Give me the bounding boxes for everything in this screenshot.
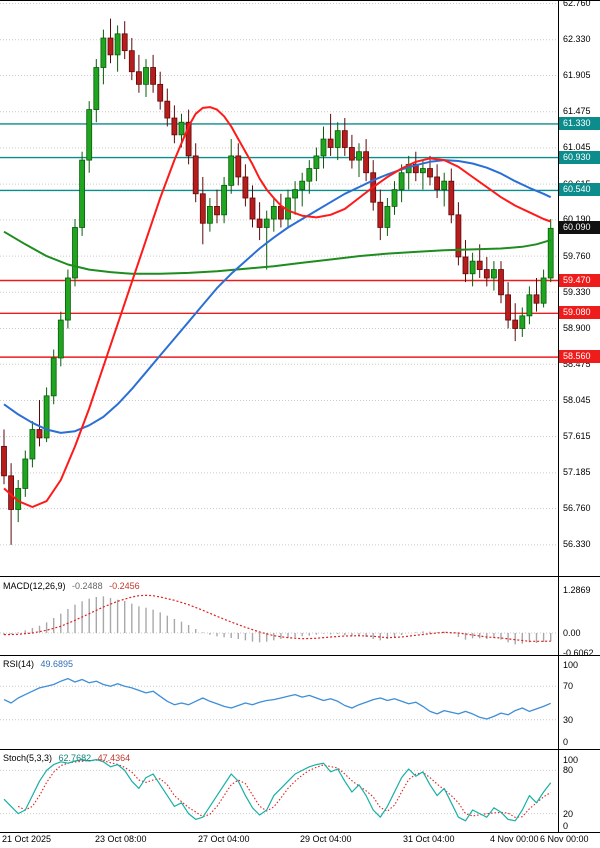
stoch-d-line	[17, 759, 551, 818]
time-tick-label: 6 Nov 00:00	[540, 834, 589, 844]
candlesticks	[1, 18, 554, 545]
time-axis[interactable]: 21 Oct 2025 23 Oct 08:00 27 Oct 04:00 29 Oc…	[0, 834, 600, 848]
rsi-value: 49.6895	[40, 659, 74, 669]
macd-name: MACD(12,26,9)	[3, 581, 66, 591]
resistance-level-badge: 60.930	[559, 150, 600, 164]
time-tick-label: 23 Oct 08:00	[95, 834, 147, 844]
macd-main-value: -0.2488	[72, 581, 103, 591]
rsi-tick-label: 0	[563, 737, 569, 747]
panel-border-bottom	[0, 832, 600, 833]
panel-separator-stoch	[0, 749, 600, 750]
macd-signal-value: -0.2456	[109, 581, 140, 591]
stoch-k-value: 62.7682	[58, 753, 92, 763]
price-tick-label: 58.475	[563, 358, 591, 369]
rsi-panel-canvas[interactable]	[0, 656, 558, 749]
macd-tick-label: 0.00	[563, 628, 581, 638]
time-tick-label: 21 Oct 2025	[2, 834, 52, 844]
ma-mid-blue	[3, 159, 552, 434]
macd-signal-line	[3, 594, 551, 642]
macd-tick-label: -0.6062	[563, 648, 594, 659]
price-gridlines	[0, 3, 558, 546]
price-tick-label: 62.330	[563, 34, 591, 45]
time-tick-label: 29 Oct 04:00	[300, 834, 352, 844]
support-level-badge: 58.560	[559, 350, 600, 364]
time-tick-label: 4 Nov 00:00	[490, 834, 539, 844]
price-tick-label: 59.760	[563, 250, 591, 261]
rsi-name: RSI(14)	[3, 659, 35, 669]
resistance-level-badge: 61.330	[559, 116, 600, 130]
price-axis-separator	[558, 0, 559, 832]
stoch-header: Stoch(5,3,3) 62.7682 47.4364	[3, 753, 134, 764]
price-tick-label: 56.330	[563, 539, 591, 550]
stoch-name: Stoch(5,3,3)	[3, 753, 53, 763]
stoch-tick-label: 100	[563, 755, 579, 765]
rsi-tick-label: 30	[563, 714, 574, 725]
price-tick-label: 61.905	[563, 70, 591, 80]
price-tick-label: 59.330	[563, 286, 591, 297]
panel-border-top	[0, 0, 600, 1]
time-tick-label: 27 Oct 04:00	[198, 834, 250, 844]
price-tick-label: 56.760	[563, 503, 591, 514]
price-tick-label: 58.045	[563, 395, 591, 405]
stoch-tick-label: 20	[563, 808, 574, 819]
price-tick-label: 61.045	[563, 142, 591, 153]
rsi-tick-label: 70	[563, 681, 574, 692]
price-chart-canvas[interactable]	[0, 1, 558, 576]
macd-header: MACD(12,26,9) -0.2488 -0.2456	[3, 581, 144, 592]
resistance-level-badge: 60.540	[559, 183, 600, 197]
panel-separator-macd	[0, 576, 600, 577]
rsi-header: RSI(14) 49.6895	[3, 659, 77, 670]
ma-slow-green	[3, 230, 551, 275]
level-lines	[0, 123, 558, 358]
macd-tick-label: 1.2869	[563, 585, 591, 596]
price-tick-label: 60.190	[563, 214, 591, 225]
price-axis[interactable]: 62.76062.33061.90561.47561.04560.61560.1…	[559, 0, 600, 832]
rsi-tick-label: 100	[563, 660, 579, 670]
panel-separator-rsi	[0, 655, 600, 656]
rsi-line	[3, 677, 551, 720]
price-tick-label: 58.900	[563, 323, 591, 333]
macd-panel-canvas[interactable]	[0, 577, 558, 655]
price-tick-label: 61.475	[563, 106, 591, 117]
ma-fast-red	[3, 106, 552, 508]
stoch-k-line	[3, 759, 552, 822]
current-price-badge: 60.090	[559, 221, 600, 235]
price-tick-label: 57.185	[563, 467, 591, 478]
time-tick-label: 31 Oct 04:00	[403, 834, 455, 844]
support-level-badge: 59.470	[559, 273, 600, 287]
price-tick-label: 62.760	[563, 0, 591, 8]
stoch-tick-label: 0	[563, 821, 569, 831]
macd-histogram	[3, 596, 552, 645]
stoch-d-value: 47.4364	[97, 753, 131, 763]
stoch-tick-label: 80	[563, 765, 574, 776]
stoch-panel-canvas[interactable]	[0, 750, 558, 832]
price-tick-label: 57.615	[563, 431, 591, 442]
support-level-badge: 59.080	[559, 306, 600, 320]
